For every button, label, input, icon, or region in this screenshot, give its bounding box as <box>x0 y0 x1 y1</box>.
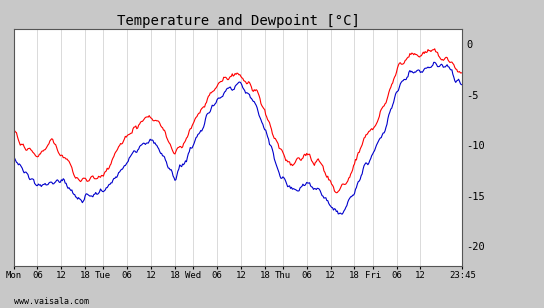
Title: Temperature and Dewpoint [°C]: Temperature and Dewpoint [°C] <box>116 14 360 28</box>
Text: www.vaisala.com: www.vaisala.com <box>14 298 89 306</box>
